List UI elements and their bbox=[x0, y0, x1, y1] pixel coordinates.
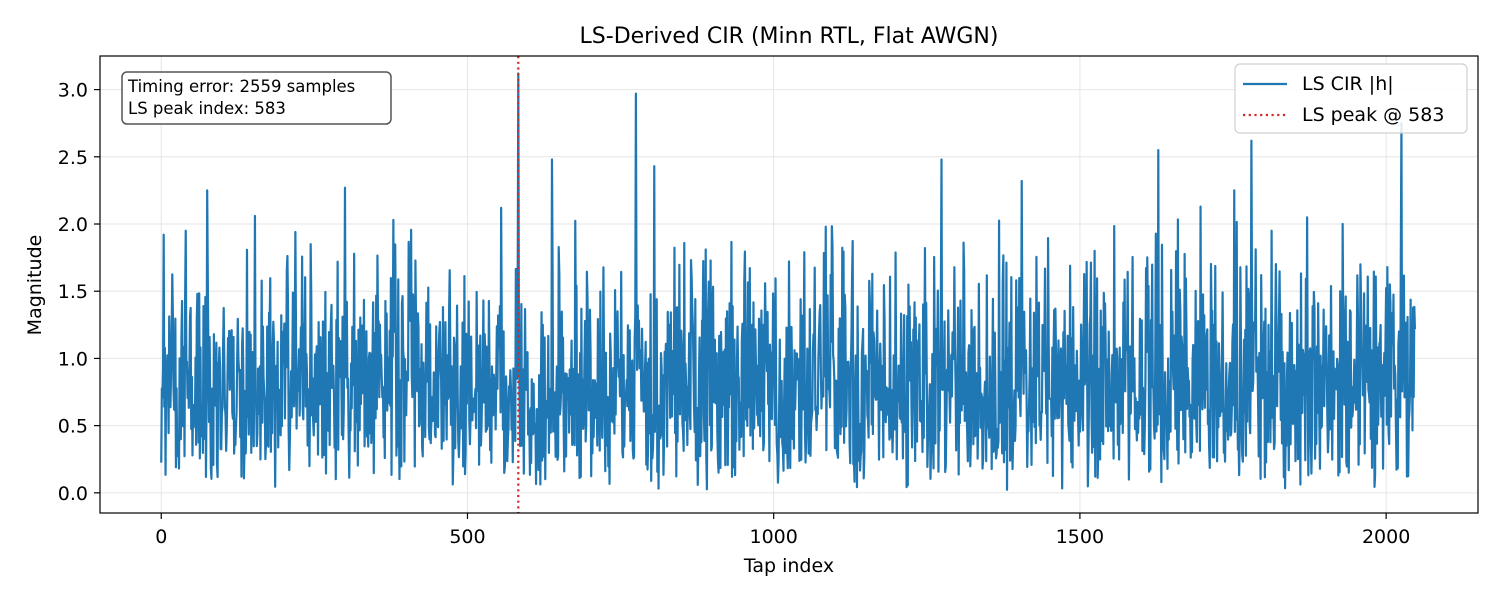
plot-area bbox=[160, 56, 1417, 513]
x-tick-label: 2000 bbox=[1362, 526, 1410, 548]
annotation-peak-index: LS peak index: 583 bbox=[128, 99, 286, 118]
x-tick-label: 1000 bbox=[750, 526, 798, 548]
axes-frame bbox=[99, 55, 1479, 514]
y-tick-label: 1.0 bbox=[58, 348, 88, 370]
annotation-timing-error: Timing error: 2559 samples bbox=[127, 77, 355, 96]
y-tick-label: 0.5 bbox=[58, 416, 88, 438]
y-tick-label: 3.0 bbox=[58, 80, 88, 102]
y-tick-label: 1.5 bbox=[58, 281, 88, 303]
y-tick-label: 2.5 bbox=[58, 147, 88, 169]
annotation-box: Timing error: 2559 samples LS peak index… bbox=[121, 71, 392, 125]
y-axis-ticks: 0.0 0.5 1.0 1.5 2.0 2.5 3.0 bbox=[58, 80, 100, 505]
y-tick-label: 0.0 bbox=[58, 483, 88, 505]
y-tick-label: 2.0 bbox=[58, 214, 88, 236]
legend-label-peak: LS peak @ 583 bbox=[1302, 104, 1444, 126]
legend: LS CIR |h| LS peak @ 583 bbox=[1234, 63, 1468, 134]
series-line-ls-cir bbox=[160, 72, 1417, 491]
legend-label-ls-cir: LS CIR |h| bbox=[1302, 73, 1394, 95]
x-axis-label: Tap index bbox=[743, 555, 834, 577]
x-tick-label: 500 bbox=[449, 526, 485, 548]
y-axis-label: Magnitude bbox=[24, 235, 46, 336]
x-tick-label: 1500 bbox=[1056, 526, 1104, 548]
chart-title: LS-Derived CIR (Minn RTL, Flat AWGN) bbox=[580, 24, 999, 49]
x-tick-label: 0 bbox=[155, 526, 167, 548]
x-axis-ticks: 0 500 1000 1500 2000 bbox=[155, 513, 1410, 548]
